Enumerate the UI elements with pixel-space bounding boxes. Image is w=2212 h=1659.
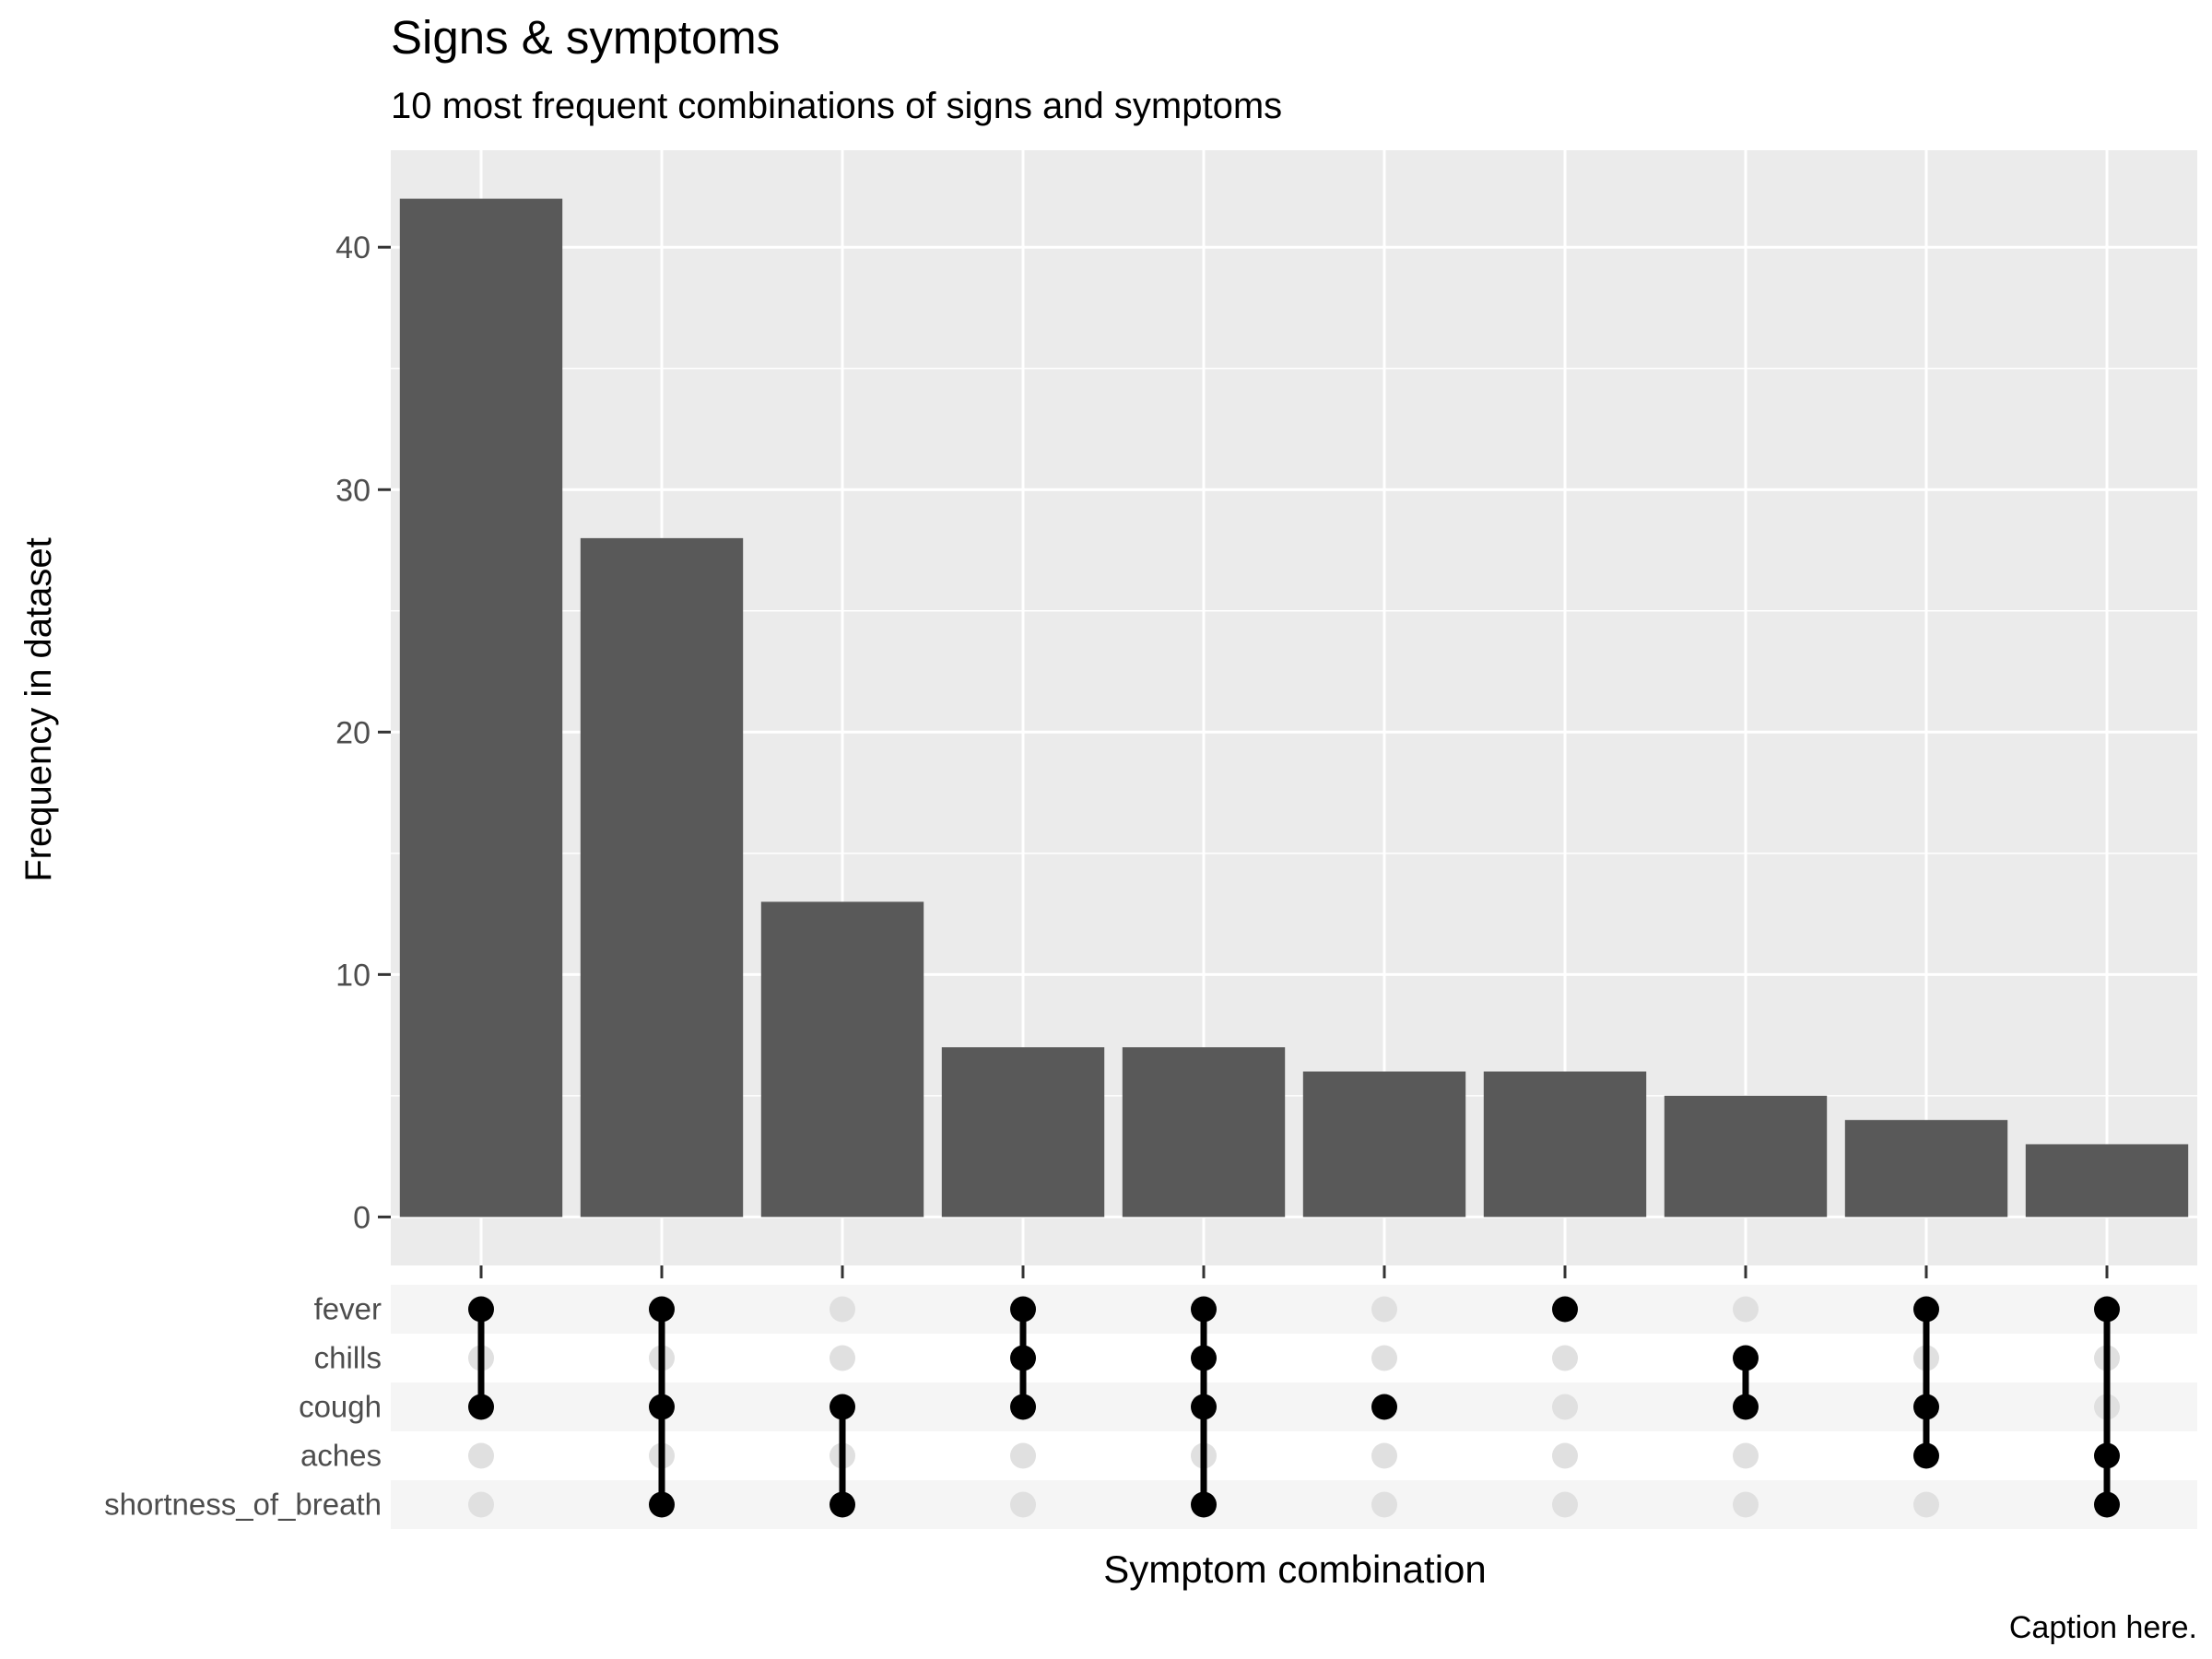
- matrix-dot-filled: [1552, 1296, 1578, 1323]
- x-axis-label: Symptom combination: [1103, 1547, 1487, 1591]
- matrix-dot-filled: [1371, 1394, 1397, 1420]
- matrix-dot-empty: [1371, 1491, 1397, 1518]
- matrix-dot-empty: [1552, 1491, 1578, 1518]
- matrix-dot-filled: [2094, 1491, 2120, 1518]
- matrix-dot-empty: [1913, 1491, 1939, 1518]
- matrix-dot-empty: [1371, 1442, 1397, 1469]
- matrix-dot-empty: [1552, 1345, 1578, 1371]
- matrix-dot-filled: [649, 1491, 675, 1518]
- matrix-dot-filled: [1010, 1345, 1036, 1371]
- bars: [399, 198, 2189, 1218]
- y-axis: 0 10 20 30 40: [335, 230, 391, 1235]
- matrix-dot-filled: [468, 1296, 494, 1323]
- matrix-dot-empty: [1010, 1491, 1036, 1518]
- combination-matrix: fever chills cough aches shortness_of_breath: [104, 1285, 2197, 1529]
- matrix-dot-empty: [1552, 1442, 1578, 1469]
- bar: [941, 1047, 1105, 1218]
- matrix-dot-filled: [1191, 1345, 1217, 1371]
- matrix-dot-filled: [1913, 1442, 1939, 1469]
- set-label: aches: [300, 1439, 382, 1473]
- matrix-dot-filled: [1733, 1345, 1759, 1371]
- bar: [399, 198, 563, 1218]
- matrix-dot-filled: [649, 1296, 675, 1323]
- matrix-dot-empty: [1552, 1394, 1578, 1420]
- matrix-dot-empty: [1733, 1491, 1759, 1518]
- matrix-row-stripe: [391, 1285, 2197, 1334]
- matrix-dot-empty: [468, 1491, 494, 1518]
- matrix-row-stripe: [391, 1480, 2197, 1529]
- y-tick-label: 0: [353, 1200, 371, 1235]
- set-label: chills: [314, 1341, 382, 1375]
- matrix-dot-filled: [1191, 1394, 1217, 1420]
- bar: [1844, 1120, 2008, 1218]
- y-tick-label: 30: [335, 473, 371, 508]
- matrix-dot-empty: [1733, 1442, 1759, 1469]
- bar: [1302, 1071, 1466, 1218]
- bar: [1483, 1071, 1647, 1218]
- matrix-dot-empty: [468, 1442, 494, 1469]
- matrix-dot-filled: [2094, 1442, 2120, 1469]
- matrix-dot-empty: [830, 1296, 855, 1323]
- matrix-dot-filled: [2094, 1296, 2120, 1323]
- y-tick-label: 20: [335, 715, 371, 750]
- bar: [580, 537, 744, 1218]
- matrix-dot-empty: [1733, 1296, 1759, 1323]
- y-axis-label: Frequency in dataset: [18, 537, 59, 882]
- matrix-dot-filled: [1913, 1394, 1939, 1420]
- matrix-dot-filled: [1733, 1394, 1759, 1420]
- matrix-dot-filled: [830, 1491, 855, 1518]
- chart-caption: Caption here.: [2009, 1610, 2197, 1645]
- y-tick-label: 40: [335, 230, 371, 265]
- bar: [1122, 1047, 1286, 1218]
- matrix-dot-filled: [1010, 1394, 1036, 1420]
- bar: [2025, 1144, 2189, 1218]
- matrix-dot-empty: [1371, 1296, 1397, 1323]
- matrix-dot-filled: [1010, 1296, 1036, 1323]
- x-axis-ticks: [479, 1265, 2109, 1278]
- matrix-dot-empty: [1010, 1442, 1036, 1469]
- set-label: shortness_of_breath: [104, 1488, 382, 1522]
- matrix-dot-filled: [649, 1394, 675, 1420]
- matrix-dot-empty: [830, 1345, 855, 1371]
- chart-title: Signs & symptoms: [391, 11, 780, 64]
- matrix-dot-filled: [468, 1394, 494, 1420]
- matrix-dot-filled: [1913, 1296, 1939, 1323]
- set-label: cough: [299, 1390, 382, 1424]
- bar: [1664, 1095, 1828, 1218]
- set-label: fever: [314, 1292, 382, 1326]
- matrix-dot-filled: [1191, 1296, 1217, 1323]
- y-tick-label: 10: [335, 958, 371, 993]
- bar: [760, 901, 924, 1218]
- matrix-row-stripe: [391, 1382, 2197, 1431]
- chart-subtitle: 10 most frequent combinations of signs a…: [391, 86, 1282, 126]
- matrix-dot-empty: [1371, 1345, 1397, 1371]
- matrix-dot-filled: [830, 1394, 855, 1420]
- matrix-dot-filled: [1191, 1491, 1217, 1518]
